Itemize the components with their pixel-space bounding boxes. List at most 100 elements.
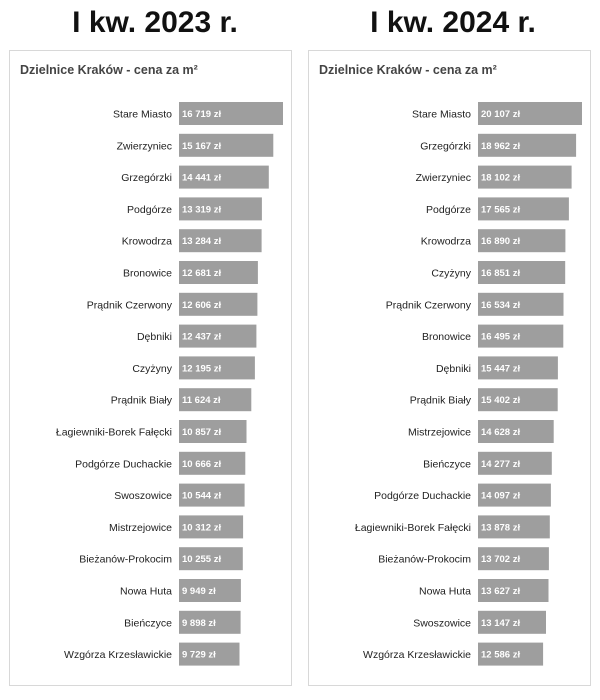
category-label: Prądnik Biały	[111, 395, 173, 407]
data-label: 13 147 zł	[481, 618, 520, 629]
bar[interactable]	[179, 133, 274, 157]
data-label: 14 277 zł	[481, 459, 520, 470]
bar[interactable]	[478, 483, 551, 507]
category-label: Grzegórzki	[121, 172, 172, 184]
bar-chart-2024: Stare Miasto 20 107 zł Grzegórzki 18 962 zł…	[355, 102, 582, 666]
bar[interactable]	[179, 642, 240, 666]
bar[interactable]	[179, 102, 283, 125]
category-label: Prądnik Czerwony	[386, 299, 472, 311]
data-label: 15 167 zł	[182, 141, 221, 152]
bar[interactable]	[179, 229, 262, 253]
bar[interactable]	[179, 292, 258, 316]
bar[interactable]	[179, 165, 269, 189]
category-label: Stare Miasto	[113, 109, 172, 121]
bar[interactable]	[478, 292, 564, 316]
data-label: 13 702 zł	[481, 554, 520, 565]
data-label: 13 319 zł	[182, 204, 221, 215]
data-label: 14 628 zł	[481, 427, 520, 438]
category-label: Bronowice	[422, 331, 471, 343]
bar[interactable]	[478, 261, 566, 284]
bar[interactable]	[478, 420, 554, 443]
category-label: Wzgórza Krzesławickie	[64, 649, 172, 661]
data-label: 9 898 zł	[182, 618, 216, 629]
category-label: Łagiewniki-Borek Fałęcki	[355, 522, 471, 534]
data-label: 16 851 zł	[481, 268, 520, 279]
category-label: Podgórze	[426, 204, 471, 216]
bar[interactable]	[179, 610, 241, 634]
data-label: 9 729 zł	[182, 650, 216, 661]
chart-title: Dzielnice Kraków - cena za m²	[20, 63, 198, 77]
data-label: 13 284 zł	[182, 236, 221, 247]
category-label: Bieżanów-Prokocim	[378, 554, 471, 566]
bar[interactable]	[179, 579, 241, 602]
category-label: Bieżanów-Prokocim	[79, 554, 172, 566]
category-label: Bieńczyce	[423, 458, 471, 470]
category-label: Podgórze	[127, 204, 172, 216]
bar[interactable]	[478, 642, 544, 666]
bar[interactable]	[179, 483, 245, 507]
bar[interactable]	[179, 420, 247, 443]
category-label: Krowodrza	[421, 236, 471, 248]
chart-panel-2023: Dzielnice Kraków - cena za m² Stare Mias…	[9, 50, 292, 686]
data-label: 12 437 zł	[182, 332, 221, 343]
data-label: 13 627 zł	[481, 586, 520, 597]
bar[interactable]	[478, 229, 566, 253]
data-label: 16 719 zł	[182, 109, 221, 120]
bar[interactable]	[179, 515, 244, 539]
bar-chart-2023: Stare Miasto 16 719 zł Zwierzyniec 15 167 z…	[56, 102, 283, 666]
category-label: Prądnik Biały	[410, 395, 472, 407]
category-label: Bieńczyce	[124, 617, 172, 629]
bar[interactable]	[179, 356, 255, 380]
category-label: Nowa Huta	[120, 586, 172, 598]
data-label: 9 949 zł	[182, 586, 216, 597]
category-label: Wzgórza Krzesławickie	[363, 649, 471, 661]
bar[interactable]	[478, 547, 549, 571]
data-label: 15 402 zł	[481, 395, 520, 406]
category-label: Krowodrza	[122, 236, 172, 248]
data-label: 14 441 zł	[182, 173, 221, 184]
chart-panel-2024: Dzielnice Kraków - cena za m² Stare Mias…	[308, 50, 591, 686]
data-label: 13 878 zł	[481, 522, 520, 533]
heading-2024: I kw. 2024 r.	[370, 6, 536, 39]
bar[interactable]	[478, 579, 549, 602]
bar[interactable]	[478, 324, 564, 348]
bar[interactable]	[478, 197, 569, 221]
category-label: Swoszowice	[114, 490, 172, 502]
category-label: Nowa Huta	[419, 586, 471, 598]
data-label: 11 624 zł	[182, 395, 221, 406]
category-label: Zwierzyniec	[416, 172, 471, 184]
category-label: Dębniki	[436, 363, 471, 375]
data-label: 18 962 zł	[481, 141, 520, 152]
category-label: Czyżyny	[431, 268, 471, 280]
bar[interactable]	[179, 451, 246, 475]
data-label: 14 097 zł	[481, 491, 520, 502]
bar[interactable]	[478, 610, 546, 634]
bar[interactable]	[478, 133, 577, 157]
data-label: 16 890 zł	[481, 236, 520, 247]
bar[interactable]	[478, 165, 572, 189]
category-label: Mistrzejowice	[109, 522, 172, 534]
data-label: 10 544 zł	[182, 491, 221, 502]
data-label: 10 312 zł	[182, 522, 221, 533]
bar[interactable]	[478, 388, 558, 412]
data-label: 15 447 zł	[481, 363, 520, 374]
bar[interactable]	[478, 102, 582, 125]
category-label: Swoszowice	[413, 617, 471, 629]
data-label: 12 586 zł	[481, 650, 520, 661]
bar[interactable]	[478, 515, 550, 539]
data-label: 18 102 zł	[481, 173, 520, 184]
bar[interactable]	[179, 324, 257, 348]
bar[interactable]	[179, 388, 252, 412]
heading-2023: I kw. 2023 r.	[72, 6, 238, 39]
data-label: 16 534 zł	[481, 300, 520, 311]
bar[interactable]	[478, 451, 552, 475]
bar[interactable]	[179, 197, 262, 221]
category-label: Dębniki	[137, 331, 172, 343]
category-label: Bronowice	[123, 268, 172, 280]
bar[interactable]	[478, 356, 558, 380]
bar[interactable]	[179, 547, 243, 571]
category-label: Grzegórzki	[420, 140, 471, 152]
bar[interactable]	[179, 261, 258, 284]
data-label: 12 606 zł	[182, 300, 221, 311]
data-label: 16 495 zł	[481, 332, 520, 343]
